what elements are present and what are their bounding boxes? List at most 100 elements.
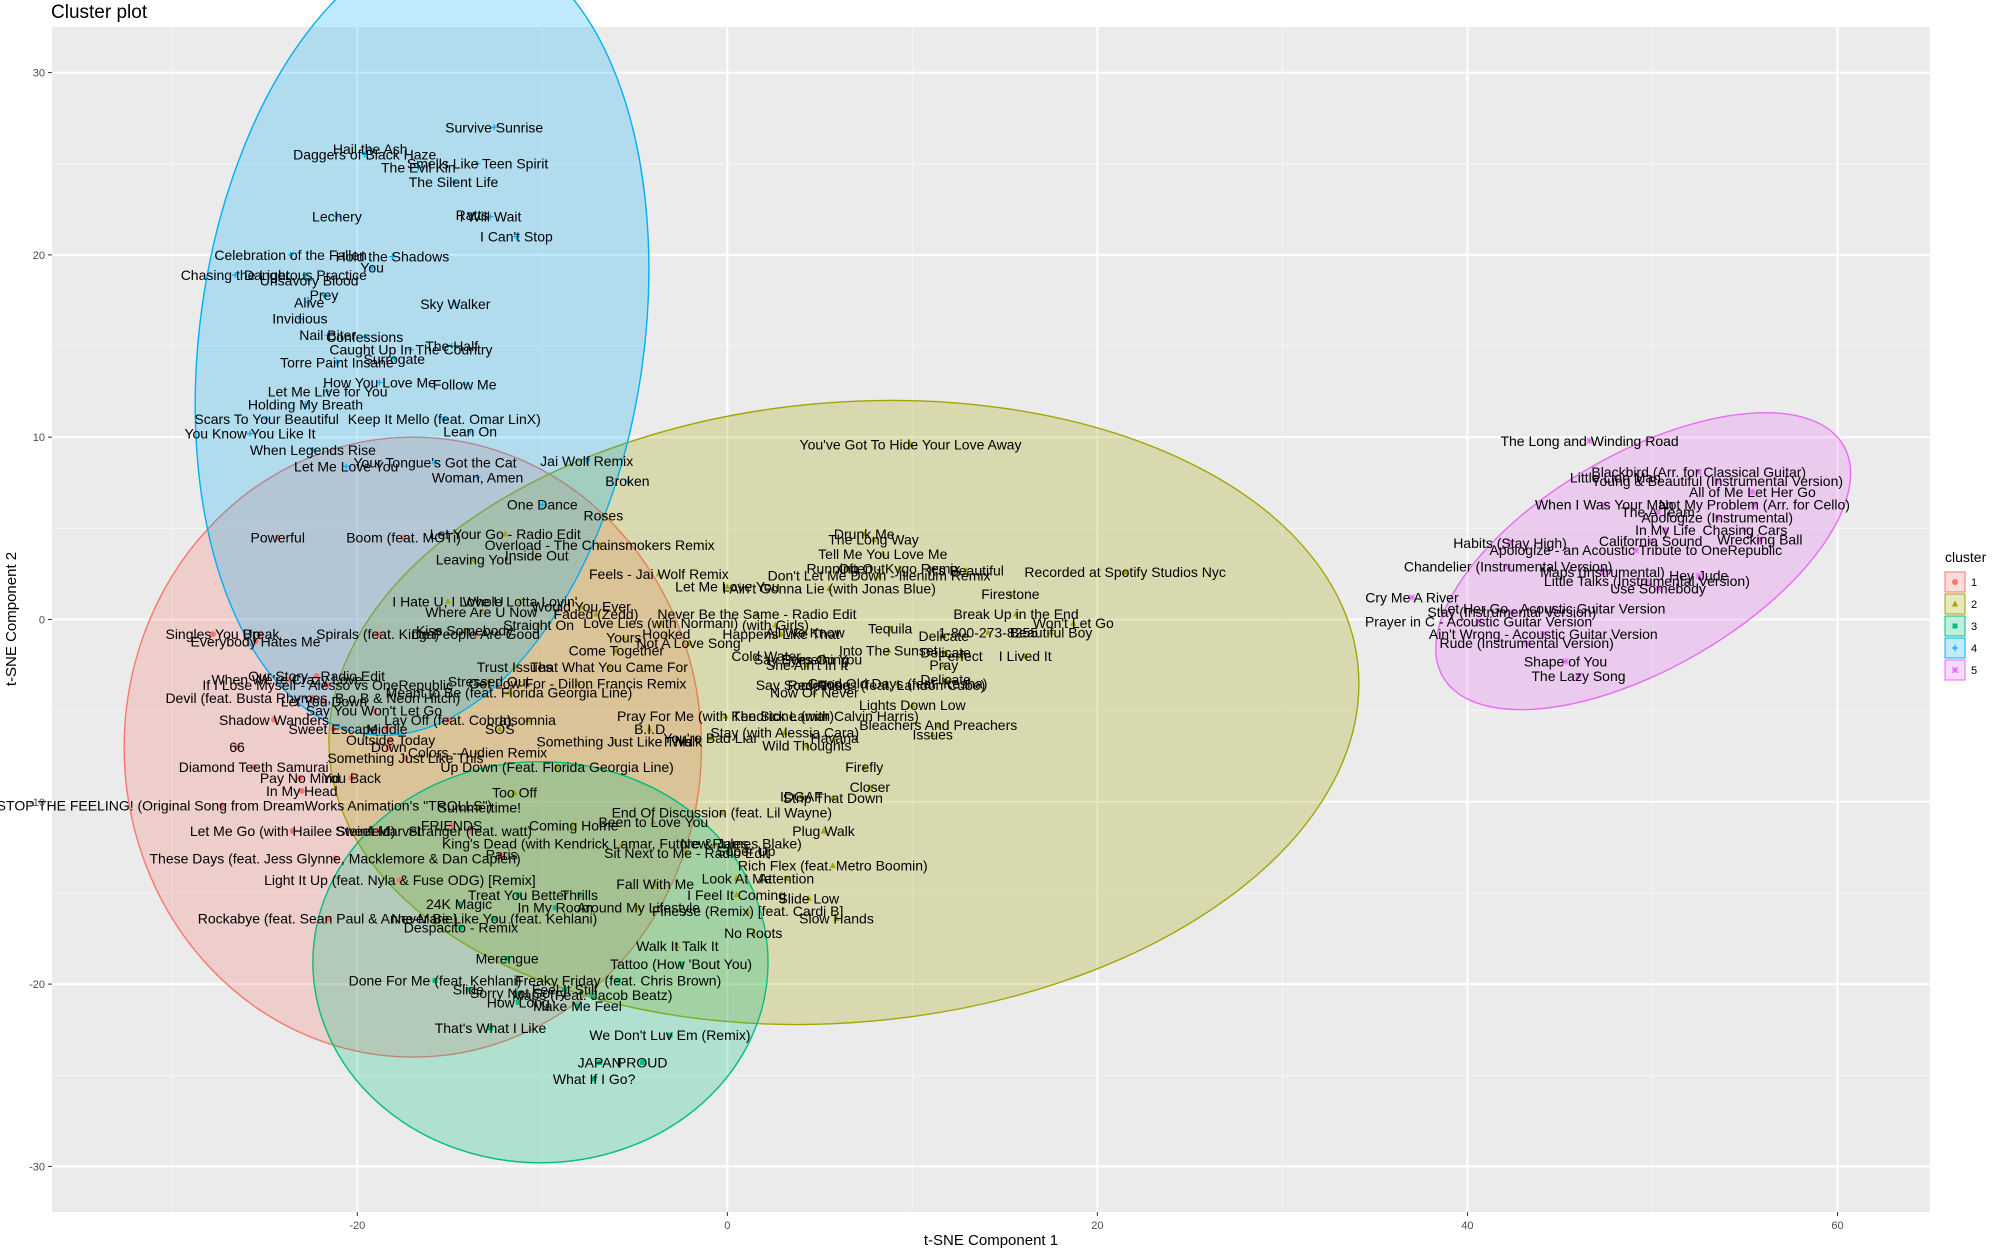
data-point [263, 415, 270, 422]
data-point [456, 901, 462, 907]
point-label: She Ain't In It [766, 657, 848, 673]
point-label: Eyes On You [781, 652, 862, 668]
data-point [618, 840, 625, 847]
data-point [333, 213, 340, 220]
data-point [600, 512, 607, 519]
point-label: Stressed Out [448, 673, 530, 689]
point-label: Diamond Teeth Samurai [179, 759, 329, 775]
legend: cluster 1 2 3 4 5 [1944, 549, 1987, 681]
x-tick-label: 0 [724, 1220, 730, 1232]
point-label: Sit Next to Me - Radio Edit [604, 845, 769, 861]
data-point [1713, 514, 1721, 521]
point-label: Stay (Instrumental Version) [1427, 604, 1596, 620]
point-label: Faded (Zedd) [554, 606, 639, 622]
data-point [657, 619, 664, 626]
point-label: That's What I Like [435, 1020, 547, 1036]
data-point [274, 534, 281, 541]
data-point [883, 681, 890, 688]
point-label: Singles You Up [165, 626, 260, 642]
data-point [383, 725, 390, 732]
legend-item-3: 3 [1944, 615, 1977, 637]
point-label: Finesse (Remix) [feat. Cardi B] [652, 903, 843, 919]
data-point [1506, 539, 1514, 547]
point-label: Surrogate [364, 351, 426, 367]
point-label: Trust Issues [477, 659, 553, 675]
point-label: Where Are U Now [425, 604, 538, 620]
point-label: Bleachers And Preachers [859, 717, 1017, 733]
data-point [1539, 630, 1547, 638]
data-point [389, 253, 396, 260]
data-point [781, 729, 788, 736]
data-point [811, 688, 818, 695]
data-point [879, 550, 886, 557]
data-point [1408, 594, 1416, 602]
data-point [302, 271, 309, 278]
point-label: Celebration of the Fallen [214, 247, 367, 263]
data-point [1750, 501, 1758, 509]
data-point [750, 929, 757, 936]
data-point [707, 734, 714, 741]
data-point [298, 787, 305, 794]
data-point [1647, 537, 1654, 545]
point-label: In My Life [1635, 522, 1696, 538]
data-point [583, 457, 590, 464]
data-point [320, 291, 327, 298]
data-point [733, 891, 740, 898]
legend-key-marker [1952, 645, 1958, 651]
data-point [515, 990, 521, 996]
data-point [343, 463, 350, 470]
point-label: Chasing the Light [181, 267, 290, 283]
point-label: IDGAF [780, 788, 823, 804]
data-point [1654, 508, 1662, 516]
point-label: Tell Me You Love Me [818, 546, 947, 562]
data-point [679, 738, 686, 745]
point-label: Broken [605, 473, 649, 489]
data-point [753, 610, 760, 617]
data-point [861, 763, 868, 770]
data-point [511, 663, 518, 670]
point-label: Thrills [561, 887, 598, 903]
point-label: Insomnia [499, 712, 556, 728]
point-label: Drunk Me [834, 526, 895, 542]
point-label: Not A Love Song [636, 635, 740, 651]
point-label: Little Lion Man [1570, 469, 1661, 485]
point-label: Pray [929, 657, 958, 673]
point-label: Use Somebody [1610, 581, 1706, 597]
point-label: Confessions [326, 329, 403, 345]
point-label: Despacito - Remix [404, 920, 518, 936]
point-label: The Stone (with Calvin Harris) [732, 708, 919, 724]
x-tick-label: 40 [1461, 1220, 1473, 1232]
data-point [313, 673, 320, 680]
point-label: Sorry Not Sorry [470, 985, 566, 1001]
point-label: Dangerous Practice [244, 267, 367, 283]
point-label: All of Me Let Her Go [1689, 484, 1816, 500]
data-point [289, 827, 296, 834]
data-point [842, 564, 849, 571]
point-label: Running Out [806, 560, 885, 576]
point-label: Tequila [868, 621, 913, 637]
data-point [252, 638, 259, 645]
data-point [1586, 437, 1593, 445]
data-point [391, 355, 398, 362]
data-point [376, 379, 383, 386]
data-point [589, 992, 595, 998]
data-point [448, 343, 455, 350]
point-label: Not My Problem (Arr. for Cello) [1659, 497, 1850, 513]
point-label: These Days (feat. Jess Glynne, Macklemor… [150, 850, 521, 866]
point-label: I Can't Stop [480, 229, 553, 245]
point-label: The A Team [1621, 504, 1695, 520]
point-label: I Hate U, I Love U [392, 593, 503, 609]
point-label: Happens Like That [722, 626, 839, 642]
point-label: Hey Jude [1669, 568, 1728, 584]
y-tick-label: -20 [29, 979, 45, 991]
data-point [685, 639, 692, 646]
point-label: Wild Thoughts [762, 737, 851, 753]
chart-title: Cluster plot [51, 2, 148, 23]
data-point [1643, 577, 1651, 585]
point-label: Around My Lifestyle [577, 900, 700, 916]
data-point [942, 648, 949, 655]
data-point [1070, 619, 1077, 626]
data-point [909, 701, 916, 708]
point-label: Alive [294, 294, 325, 310]
